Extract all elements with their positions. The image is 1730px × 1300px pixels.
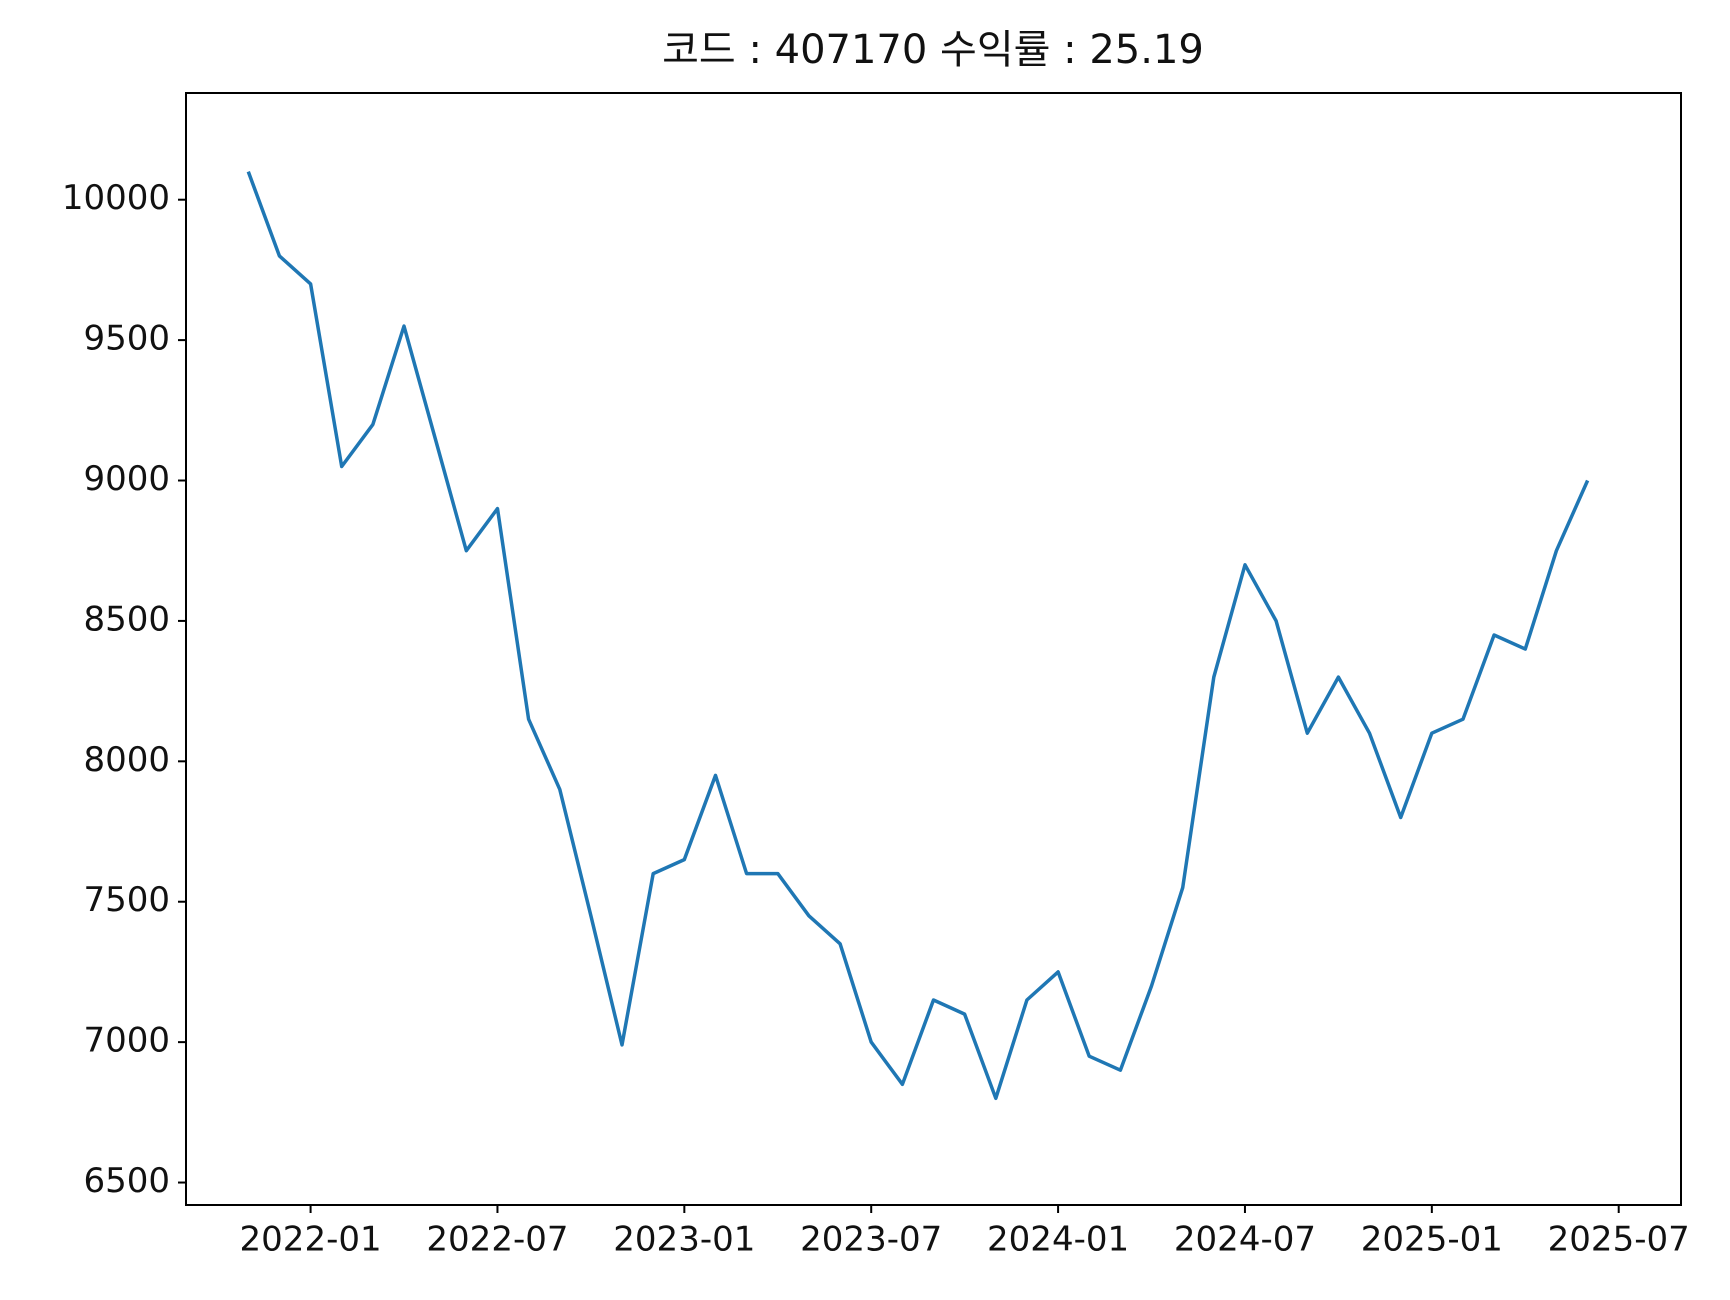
y-tick-label: 7500 [83,880,170,920]
x-tick-label: 2022-01 [240,1220,382,1260]
chart-title: 코드 : 407170 수익률 : 25.19 [662,27,1204,73]
y-tick-label: 9500 [83,319,170,359]
x-tick-label: 2022-07 [426,1220,568,1260]
y-tick-label: 9000 [83,459,170,499]
x-tick-label: 2025-01 [1361,1220,1503,1260]
x-tick-label: 2023-01 [613,1220,755,1260]
y-tick-label: 8500 [83,599,170,639]
y-tick-label: 7000 [83,1021,170,1061]
x-tick-label: 2023-07 [800,1220,942,1260]
x-tick-label: 2024-01 [987,1220,1129,1260]
y-tick-label: 10000 [62,178,170,218]
plot-frame [185,92,1682,1206]
y-tick-label: 6500 [83,1161,170,1201]
x-tick-label: 2025-07 [1548,1220,1690,1260]
x-tick-label: 2024-07 [1174,1220,1316,1260]
y-tick-label: 8000 [83,740,170,780]
line [246,170,1590,1101]
